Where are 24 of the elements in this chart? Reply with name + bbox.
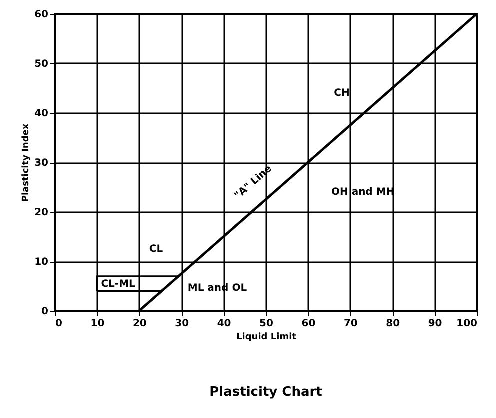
y-tick-label: 10: [34, 257, 49, 268]
x-tick-label: 10: [90, 318, 105, 330]
x-tick-label: 20: [132, 318, 147, 330]
x-tick-label: 80: [386, 318, 400, 330]
y-axis-title: Plasticity Index: [22, 124, 32, 202]
annotation: CL-ML: [101, 278, 136, 290]
x-tick-label: 50: [260, 318, 274, 330]
annotation: CH: [334, 88, 350, 100]
annotation: CL: [149, 244, 164, 256]
x-tick-label: 60: [302, 318, 316, 330]
x-tick-label: 90: [428, 318, 442, 330]
y-tick-label: 60: [34, 10, 49, 20]
x-tick-label: 0: [56, 318, 62, 330]
y-tick-label: 40: [34, 108, 49, 120]
y-tick-label: 50: [34, 59, 49, 70]
y-tick-label: 30: [34, 158, 49, 169]
x-tick-label: 70: [344, 318, 358, 330]
x-tick-label: 40: [217, 318, 232, 330]
y-tick-label: 20: [34, 208, 49, 218]
text: Plasticity Chart: [210, 385, 322, 400]
x-axis-title: Liquid Limit: [236, 332, 298, 342]
x-tick-label: 100: [456, 318, 478, 330]
x-tick-label: 30: [175, 318, 190, 330]
y-tick-label: 0: [42, 306, 49, 318]
